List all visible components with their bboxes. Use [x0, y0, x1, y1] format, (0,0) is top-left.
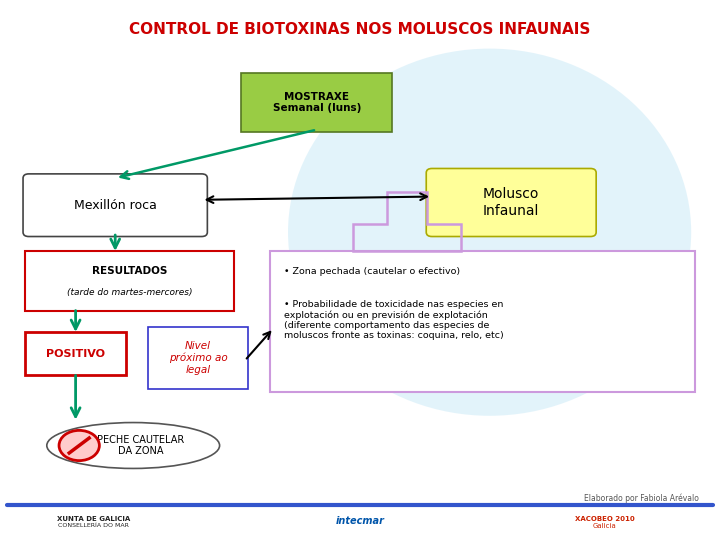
Text: PECHE CAUTELAR
DA ZONA: PECHE CAUTELAR DA ZONA: [96, 435, 184, 456]
Text: CONSELLERÍA DO MAR: CONSELLERÍA DO MAR: [58, 523, 129, 528]
Text: XACOBEO 2010: XACOBEO 2010: [575, 516, 634, 522]
Text: • Probabilidade de toxicidade nas especies en
explotación ou en previsión de exp: • Probabilidade de toxicidade nas especi…: [284, 300, 504, 341]
Text: (tarde do martes-mercores): (tarde do martes-mercores): [67, 288, 192, 297]
Ellipse shape: [288, 49, 691, 416]
Text: RESULTADOS: RESULTADOS: [92, 266, 167, 276]
Text: Molusco
Infaunal: Molusco Infaunal: [483, 187, 539, 218]
FancyBboxPatch shape: [241, 73, 392, 132]
Text: MOSTRAXE
Semanal (luns): MOSTRAXE Semanal (luns): [273, 92, 361, 113]
FancyBboxPatch shape: [426, 168, 596, 237]
Ellipse shape: [47, 422, 220, 468]
Text: Nivel
próximo ao
legal: Nivel próximo ao legal: [168, 341, 228, 375]
Text: POSITIVO: POSITIVO: [46, 349, 105, 359]
Text: Elaborado por Fabiola Arévalo: Elaborado por Fabiola Arévalo: [583, 494, 698, 503]
Text: XUNTA DE GALICIA: XUNTA DE GALICIA: [57, 516, 130, 522]
Circle shape: [59, 430, 99, 461]
FancyBboxPatch shape: [270, 251, 695, 392]
Text: • Zona pechada (cautelar o efectivo): • Zona pechada (cautelar o efectivo): [284, 267, 461, 276]
FancyBboxPatch shape: [25, 332, 126, 375]
Text: Mexillón roca: Mexillón roca: [73, 199, 157, 212]
FancyBboxPatch shape: [148, 327, 248, 389]
FancyBboxPatch shape: [23, 174, 207, 237]
Text: intecmar: intecmar: [336, 516, 384, 526]
FancyBboxPatch shape: [25, 251, 234, 310]
Text: Galicia: Galicia: [593, 523, 616, 529]
Text: CONTROL DE BIOTOXINAS NOS MOLUSCOS INFAUNAIS: CONTROL DE BIOTOXINAS NOS MOLUSCOS INFAU…: [130, 22, 590, 37]
